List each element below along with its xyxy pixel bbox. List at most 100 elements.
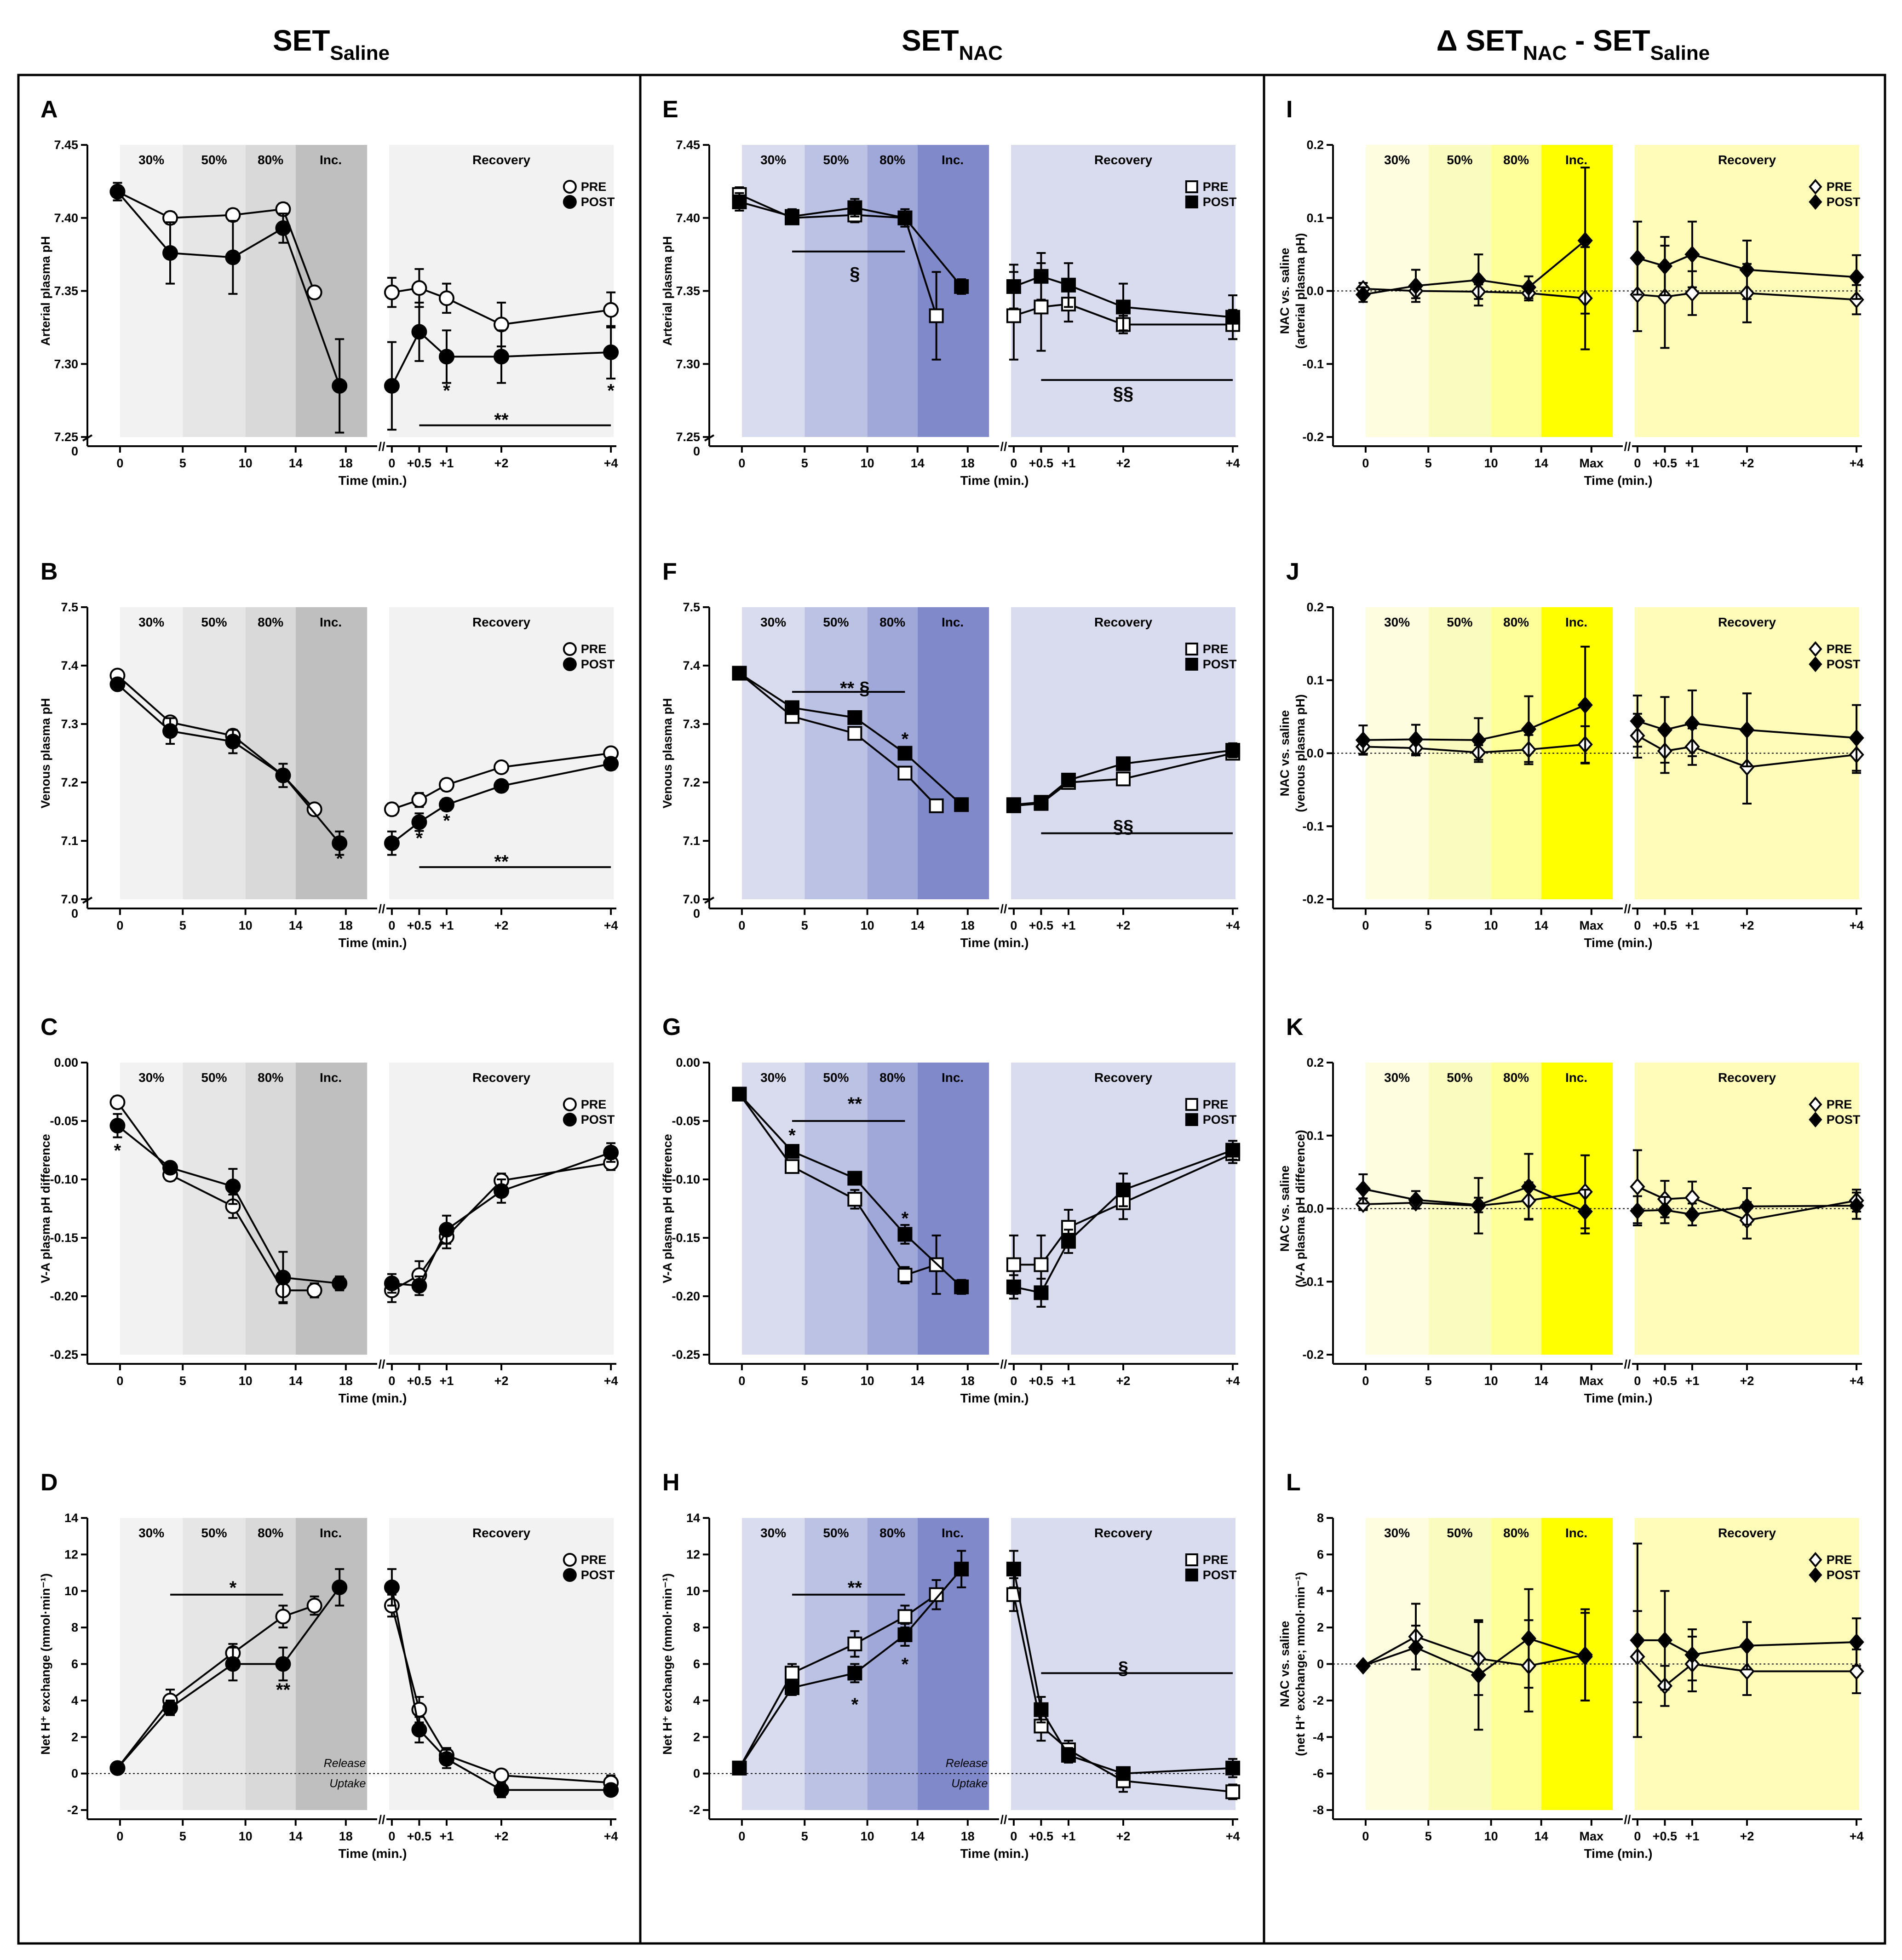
x-tick-label: 0 xyxy=(1634,1829,1641,1843)
legend-label-pre: PRE xyxy=(581,642,607,656)
data-point-post xyxy=(603,1782,619,1798)
data-point-post xyxy=(438,1222,454,1238)
x-tick-label: +4 xyxy=(1226,1829,1240,1843)
legend-marker-post xyxy=(1185,195,1198,208)
recovery-band xyxy=(389,1518,614,1810)
y-tick-label: 7.0 xyxy=(61,892,78,906)
y-tick-label: 7.40 xyxy=(676,211,700,225)
x-tick-label: 10 xyxy=(861,1829,874,1843)
x-tick-label: 5 xyxy=(801,456,808,470)
data-point-post xyxy=(785,1144,799,1159)
data-point-post xyxy=(275,767,291,783)
data-point-pre xyxy=(225,207,241,223)
panel-i: I 30% 50% 80% Inc. Recovery 0.2 0.1 0.0 -0.1 -0.2 N… xyxy=(1278,96,1864,488)
data-point-post xyxy=(494,349,509,365)
x-tick-label: +4 xyxy=(1226,1374,1240,1388)
panel-k: K 30% 50% 80% Inc. Recovery 0.2 0.1 0.0 -0.1 -0.2 N… xyxy=(1278,1014,1864,1405)
y-tick-label: -0.15 xyxy=(50,1231,78,1245)
x-tick-label: 10 xyxy=(239,1829,253,1843)
recovery-band xyxy=(389,1063,614,1355)
phase-label: 80% xyxy=(258,615,283,629)
data-point-post xyxy=(897,1227,913,1242)
x-axis-break: // xyxy=(1000,902,1007,916)
y-tick-label: 7.3 xyxy=(61,717,78,731)
data-point-post xyxy=(1006,279,1021,294)
data-point-pre xyxy=(494,759,509,775)
legend-marker-pre xyxy=(1185,1553,1198,1566)
phase-band-0 xyxy=(120,1518,183,1810)
significance-mark: ** xyxy=(848,1578,862,1598)
y-tick-label: -0.05 xyxy=(672,1114,700,1128)
data-point-post xyxy=(1061,1234,1076,1249)
y-tick-label: 0.00 xyxy=(54,1056,78,1069)
y-tick-label: 14 xyxy=(64,1511,78,1525)
panel-label: B xyxy=(40,558,58,585)
y-tick-label: -0.25 xyxy=(50,1348,78,1362)
phase-band-3 xyxy=(1541,1518,1613,1810)
x-tick-label: 10 xyxy=(861,919,874,932)
data-point-post xyxy=(1034,1702,1049,1717)
data-point-post xyxy=(1034,269,1049,284)
y-tick-label: 10 xyxy=(64,1584,78,1598)
significance-mark: §§ xyxy=(1113,816,1134,837)
data-point-post xyxy=(109,676,126,692)
data-point-post xyxy=(785,700,799,715)
x-tick-label: +1 xyxy=(1062,1829,1076,1843)
x-tick-label: 18 xyxy=(339,919,353,932)
data-point-post xyxy=(438,1751,454,1767)
data-point-post xyxy=(332,1276,348,1292)
y-axis-label-line1: NAC vs. saline xyxy=(1278,710,1292,797)
x-tick-label: +4 xyxy=(604,919,618,932)
significance-mark: ** xyxy=(848,1094,862,1114)
x-tick-label: +0.5 xyxy=(1029,1829,1053,1843)
x-axis-break: // xyxy=(378,1813,385,1827)
x-tick-label: 18 xyxy=(961,919,975,932)
x-tick-label: 0 xyxy=(1362,1374,1369,1388)
data-point-pre xyxy=(438,290,454,306)
uptake-label: Uptake xyxy=(329,1777,366,1790)
y-axis-label-line2: (V-A plasma pH difference) xyxy=(1293,1130,1307,1288)
data-point-post xyxy=(1577,696,1593,714)
y-tick-label: 0 xyxy=(1317,1657,1324,1671)
phase-band-3 xyxy=(1541,607,1613,899)
data-point-post xyxy=(785,209,799,224)
x-tick-label: 0 xyxy=(1362,456,1369,470)
x-tick-label: 10 xyxy=(239,1374,253,1388)
data-point-post xyxy=(1657,1631,1673,1649)
y-tick-label: 7.1 xyxy=(61,834,78,848)
legend-marker-pre xyxy=(563,1553,577,1567)
data-point-post xyxy=(1630,1202,1645,1220)
phase-label: 30% xyxy=(138,153,164,167)
x-tick-label: +2 xyxy=(1116,1829,1131,1843)
y-tick-label: 7.35 xyxy=(54,284,78,298)
x-tick-label: 14 xyxy=(289,1829,303,1843)
y-tick-label: 7.25 xyxy=(54,430,78,444)
data-point-post xyxy=(411,1278,427,1294)
legend-label-pre: PRE xyxy=(1827,180,1852,194)
y-axis-label: Arterial plasma pH xyxy=(661,236,674,346)
panel-label: J xyxy=(1286,558,1299,585)
figure-frame xyxy=(17,74,1886,1945)
phase-label: 80% xyxy=(258,1070,283,1085)
phase-label: 80% xyxy=(1503,1070,1529,1085)
significance-mark: * xyxy=(902,1655,909,1675)
x-tick-label: +1 xyxy=(440,1829,454,1843)
phase-label: 30% xyxy=(1384,153,1410,167)
data-point-post xyxy=(1408,730,1424,748)
data-point-post xyxy=(603,344,619,360)
phase-band-1 xyxy=(804,145,868,437)
data-point-post xyxy=(785,1680,799,1696)
significance-mark: * xyxy=(902,729,909,749)
recovery-band xyxy=(389,607,614,899)
data-point-post xyxy=(438,349,454,365)
x-tick-label: 10 xyxy=(861,456,874,470)
y-tick-label: -0.2 xyxy=(1302,430,1324,444)
x-tick-label: 14 xyxy=(1534,919,1548,932)
column-title-saline: SETSaline xyxy=(273,24,390,64)
data-point-post xyxy=(1521,1178,1537,1196)
axis-break-mark xyxy=(704,897,715,904)
legend-label-pre: PRE xyxy=(1203,1553,1229,1567)
phase-label-recovery: Recovery xyxy=(1094,615,1153,629)
data-point-post xyxy=(109,184,126,200)
data-point-post xyxy=(1471,1196,1487,1214)
